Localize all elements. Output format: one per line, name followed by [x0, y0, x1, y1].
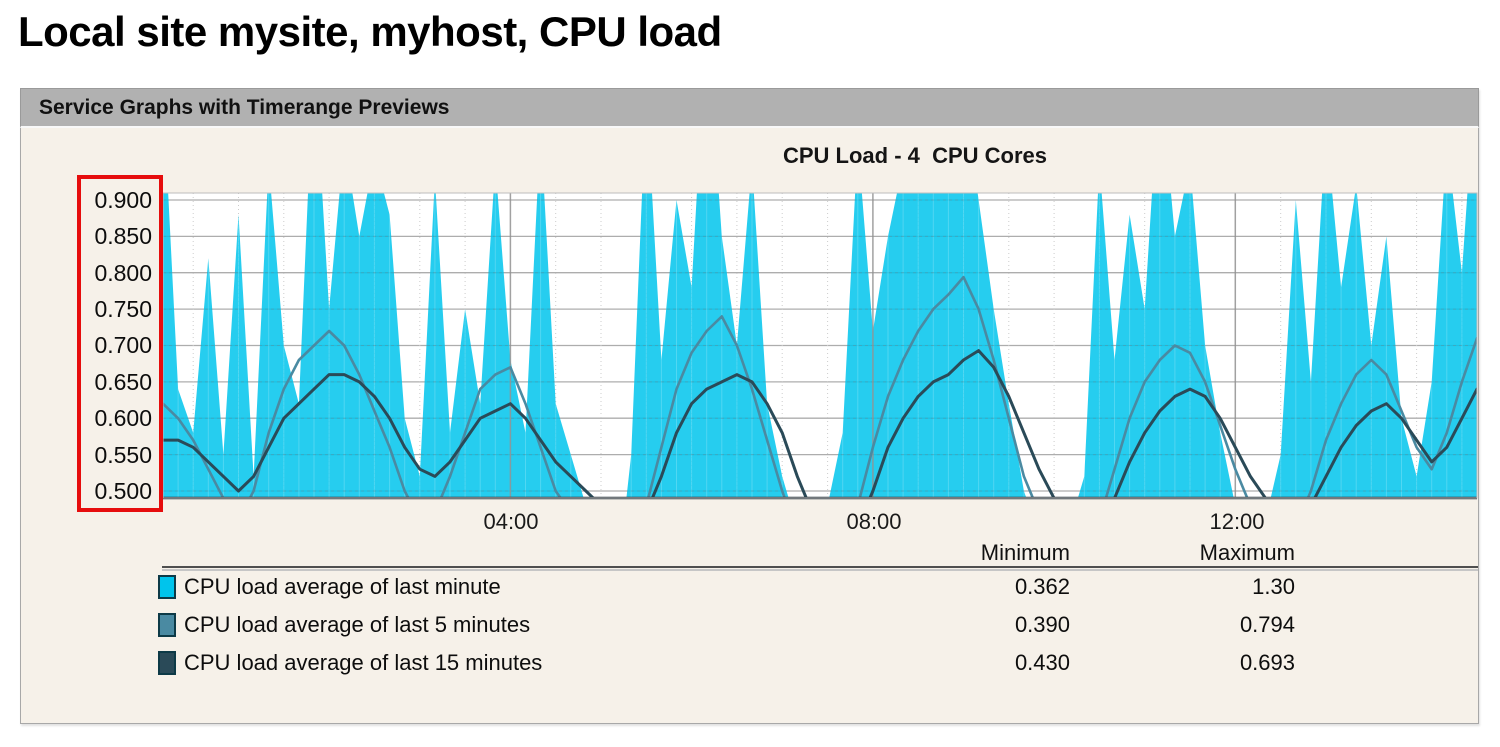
- legend-min-value: 0.362: [1014, 574, 1070, 599]
- series-area-load1: [163, 193, 1477, 498]
- y-tick: 0.650: [94, 369, 152, 395]
- y-tick: 0.900: [94, 187, 152, 213]
- legend-label: CPU load average of last minute: [184, 574, 501, 599]
- legend-min-value: 0.430: [1014, 650, 1070, 675]
- legend-col-minimum: Minimum: [980, 540, 1070, 565]
- y-tick: 0.600: [94, 405, 152, 431]
- x-tick: 04:00: [483, 509, 539, 534]
- page-title: Local site mysite, myhost, CPU load: [18, 8, 722, 55]
- legend-row-load1: CPU load average of last minute 0.362 1.…: [0, 574, 1500, 612]
- legend-row-load5: CPU load average of last 5 minutes 0.390…: [0, 612, 1500, 650]
- y-tick: 0.750: [94, 296, 152, 322]
- x-tick: 12:00: [1209, 509, 1265, 534]
- legend-min-value: 0.390: [1014, 612, 1070, 637]
- legend-col-maximum: Maximum: [1199, 540, 1295, 565]
- series-line-load15: [163, 349, 1477, 498]
- chart-title: CPU Load - 4 CPU Cores: [782, 143, 1048, 168]
- y-tick: 0.700: [94, 332, 152, 358]
- legend-max-value: 0.693: [1239, 650, 1295, 675]
- plot-frame: [162, 192, 1478, 499]
- legend-label: CPU load average of last 15 minutes: [184, 650, 543, 675]
- legend-swatch-load1: [158, 575, 176, 599]
- panel-header: Service Graphs with Timerange Previews: [20, 88, 1479, 128]
- legend-divider: [162, 566, 1478, 571]
- y-tick: 0.550: [94, 442, 152, 468]
- series-line-load5: [163, 275, 1477, 498]
- y-tick: 0.850: [94, 223, 152, 249]
- x-tick: 08:00: [846, 509, 902, 534]
- y-tick: 0.800: [94, 260, 152, 286]
- legend-label: CPU load average of last 5 minutes: [184, 612, 531, 637]
- legend-max-value: 1.30: [1252, 574, 1295, 599]
- legend-swatch-load15: [158, 651, 176, 675]
- legend-swatch-load5: [158, 613, 176, 637]
- legend-max-value: 0.794: [1239, 612, 1295, 637]
- y-tick: 0.500: [94, 478, 152, 504]
- legend-row-load15: CPU load average of last 15 minutes 0.43…: [0, 650, 1500, 688]
